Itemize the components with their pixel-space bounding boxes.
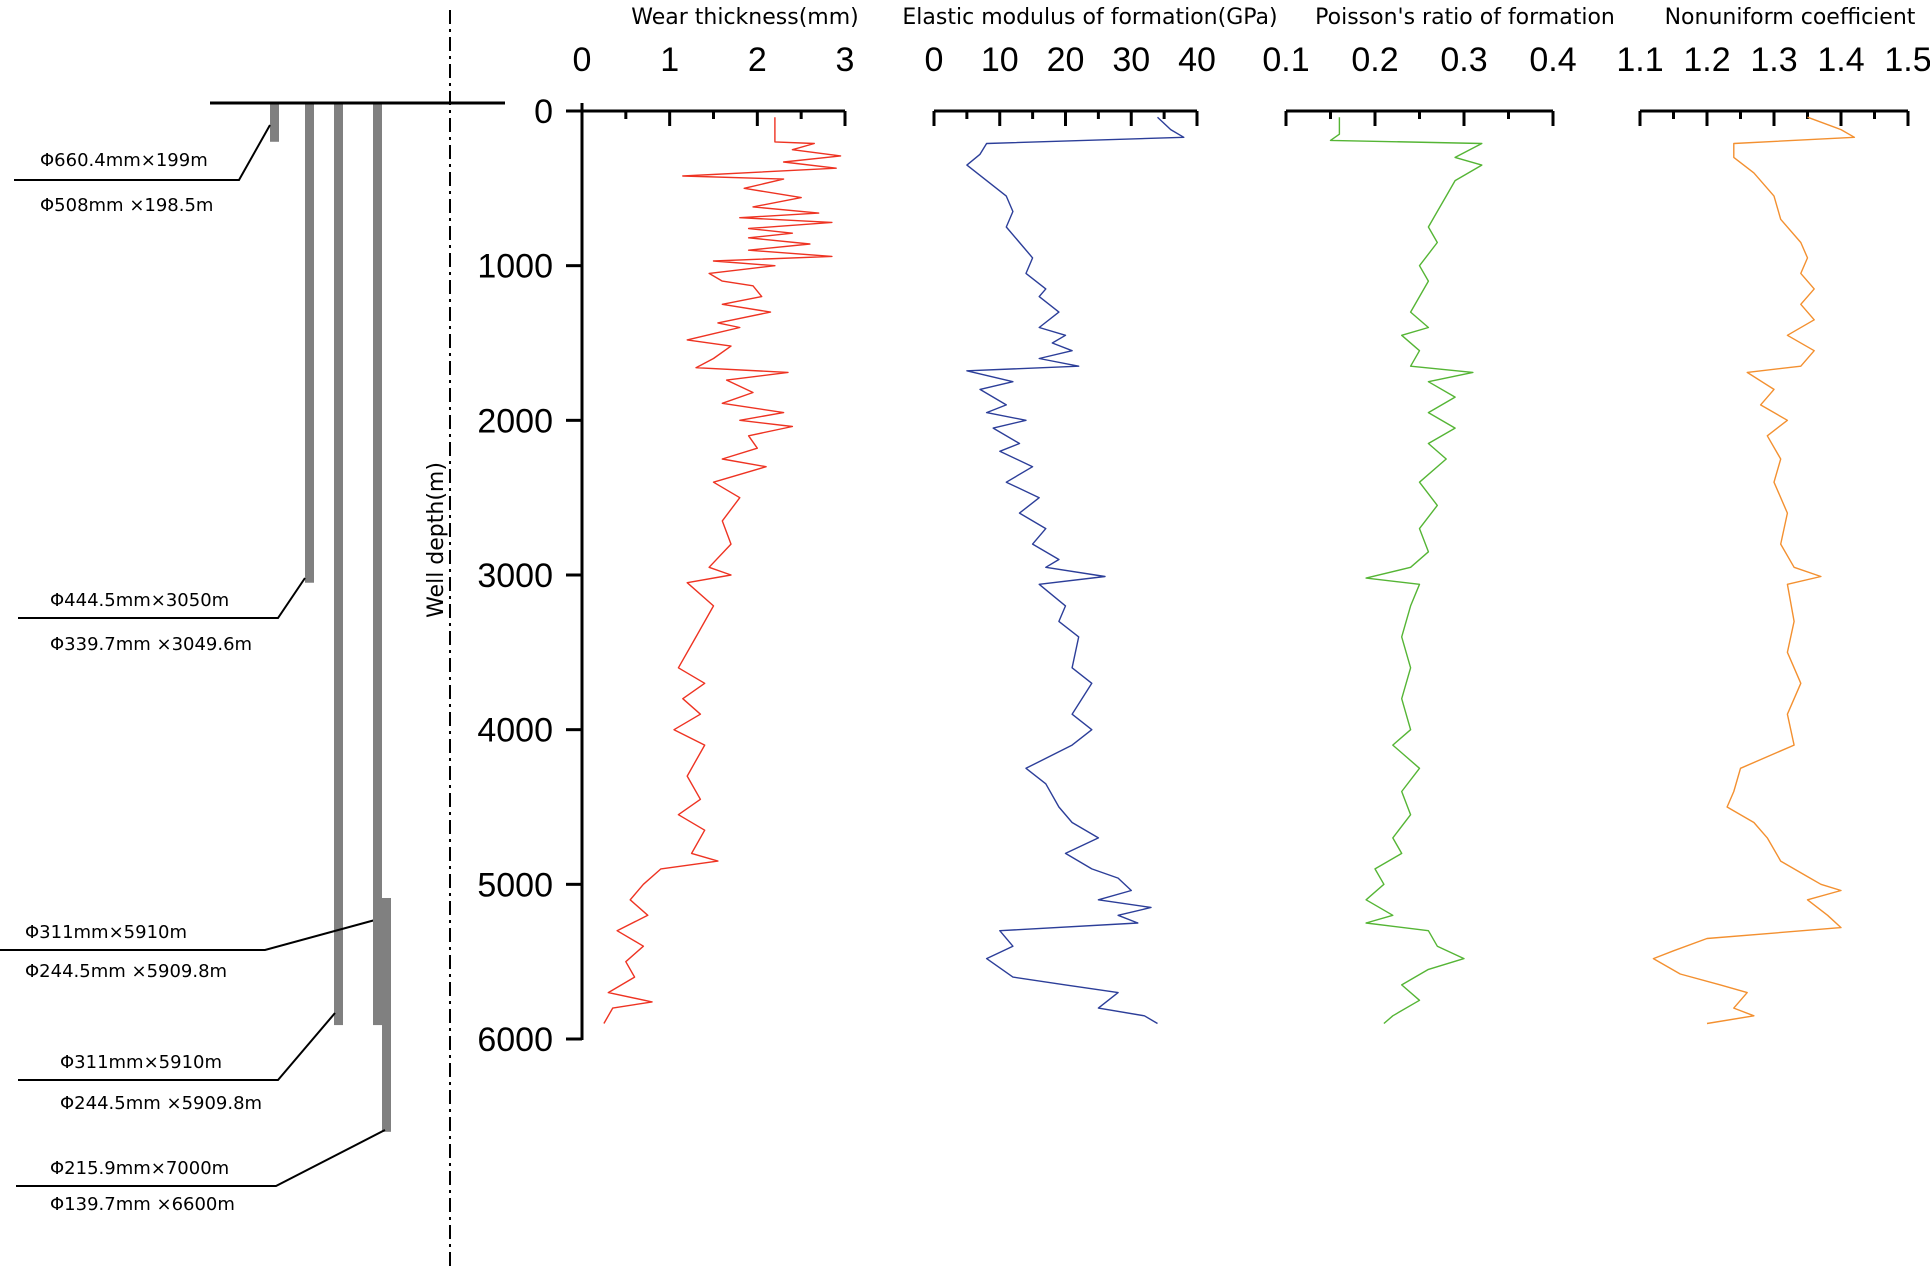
depth-tick-label: 0 (534, 93, 553, 131)
casing-pipe (334, 103, 343, 1026)
track-tick-label: 1 (660, 41, 679, 79)
track-title: Wear thickness(mm) (631, 5, 858, 30)
track-tick-label: 0 (573, 41, 592, 79)
depth-axis: Well depth(m) 0 1000 2000 3000 4000 5000 6000 (424, 93, 584, 1059)
casing-string: Φ215.9mm×7000m Φ139.7mm ×6600m (16, 897, 391, 1215)
depth-tick-label: 3000 (477, 557, 553, 595)
casing-label-bit: Φ311mm×5910m (25, 922, 187, 943)
track-curve (603, 117, 842, 1024)
depth-tick-label: 6000 (477, 1021, 553, 1059)
casing-leader (18, 1012, 336, 1081)
track-title: Poisson's ratio of formation (1315, 5, 1615, 30)
casing-label-pipe: Φ508mm ×198.5m (40, 195, 213, 216)
casing-label-bit: Φ660.4mm×199m (40, 150, 208, 171)
track-curve (1329, 117, 1483, 1025)
casing-label-pipe: Φ244.5mm ×5909.8m (25, 961, 227, 982)
log-tracks: Wear thickness(mm) 0 1 2 3 Elastic modulus of… (573, 5, 1930, 1025)
casing-leader (14, 124, 271, 181)
track-tick-label: 1.4 (1817, 41, 1864, 79)
track-tick-label: 2 (748, 41, 767, 79)
casing-string: Φ311mm×5910m Φ244.5mm ×5909.8m (0, 103, 376, 1026)
track-tick-label: 1.5 (1884, 41, 1930, 79)
track-tick-label: 40 (1178, 41, 1216, 79)
casing-label-bit: Φ311mm×5910m (60, 1052, 222, 1073)
depth-axis-label: Well depth(m) (424, 462, 449, 618)
depth-tick-label: 1000 (477, 248, 553, 286)
track-tick-label: 1.3 (1750, 41, 1797, 79)
casing-pipe (305, 103, 314, 583)
track-tick-label: 10 (981, 41, 1019, 79)
track-curve (1652, 116, 1856, 1025)
casing-label-pipe: Φ244.5mm ×5909.8m (60, 1093, 262, 1114)
track-tick-label: 1.2 (1683, 41, 1730, 79)
casing-leader (16, 1129, 386, 1187)
track-1: Elastic modulus of formation(GPa) 0 10 20 30… (902, 5, 1278, 1025)
track-title: Elastic modulus of formation(GPa) (902, 5, 1277, 30)
track-tick-label: 0.4 (1529, 41, 1576, 79)
track-tick-label: 0.2 (1351, 41, 1398, 79)
casing-label-bit: Φ215.9mm×7000m (50, 1158, 229, 1179)
track-0: Wear thickness(mm) 0 1 2 3 (573, 5, 859, 1024)
depth-tick-label: 5000 (477, 866, 553, 904)
depth-tick-label: 2000 (477, 402, 553, 440)
depth-tick-label: 4000 (477, 712, 553, 750)
casing-label-bit: Φ444.5mm×3050m (50, 590, 229, 611)
casing-label-pipe: Φ139.7mm ×6600m (50, 1194, 235, 1215)
track-tick-label: 20 (1047, 41, 1085, 79)
casing-pipe (270, 103, 279, 142)
casing-string: Φ444.5mm×3050m Φ339.7mm ×3049.6m (18, 103, 314, 655)
track-tick-label: 0.3 (1440, 41, 1487, 79)
casing-pipe (373, 103, 382, 1026)
casing-string: Φ311mm×5910m Φ244.5mm ×5909.8m (18, 103, 382, 1114)
casing-leader (18, 577, 306, 619)
casing-leader (0, 919, 376, 951)
casing-string: Φ660.4mm×199m Φ508mm ×198.5m (14, 103, 279, 216)
casing-label-pipe: Φ339.7mm ×3049.6m (50, 634, 252, 655)
track-title: Nonuniform coefficient (1665, 5, 1916, 30)
casing-pipe (382, 897, 391, 1132)
track-tick-label: 0.1 (1262, 41, 1309, 79)
track-tick-label: 30 (1112, 41, 1150, 79)
track-tick-label: 3 (836, 41, 855, 79)
track-curve (966, 116, 1185, 1025)
track-tick-label: 0 (925, 41, 944, 79)
track-tick-label: 1.1 (1616, 41, 1663, 79)
